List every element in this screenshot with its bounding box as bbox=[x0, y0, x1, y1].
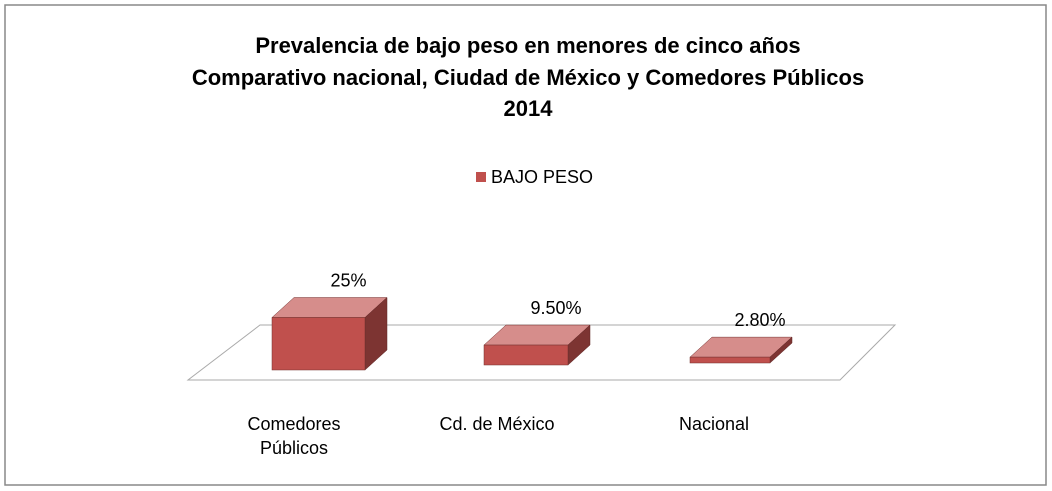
legend-swatch bbox=[476, 172, 486, 182]
bar bbox=[271, 317, 366, 371]
bar bbox=[483, 344, 569, 366]
data-label: 25% bbox=[330, 270, 366, 290]
data-label: 2.80% bbox=[734, 310, 785, 330]
bar bbox=[689, 356, 771, 364]
x-tick-label: Comedores Públicos bbox=[247, 414, 341, 458]
chart-title: 2014 bbox=[504, 96, 554, 121]
chart-title: Prevalencia de bajo peso en menores de c… bbox=[255, 33, 800, 58]
legend-label: BAJO PESO bbox=[491, 167, 593, 187]
chart-border bbox=[4, 4, 1047, 486]
chart-title: Comparativo nacional, Ciudad de México y… bbox=[192, 65, 864, 90]
data-label: 9.50% bbox=[530, 298, 581, 318]
x-tick-label: Nacional bbox=[678, 414, 750, 434]
x-tick-label: Cd. de México bbox=[439, 414, 555, 434]
